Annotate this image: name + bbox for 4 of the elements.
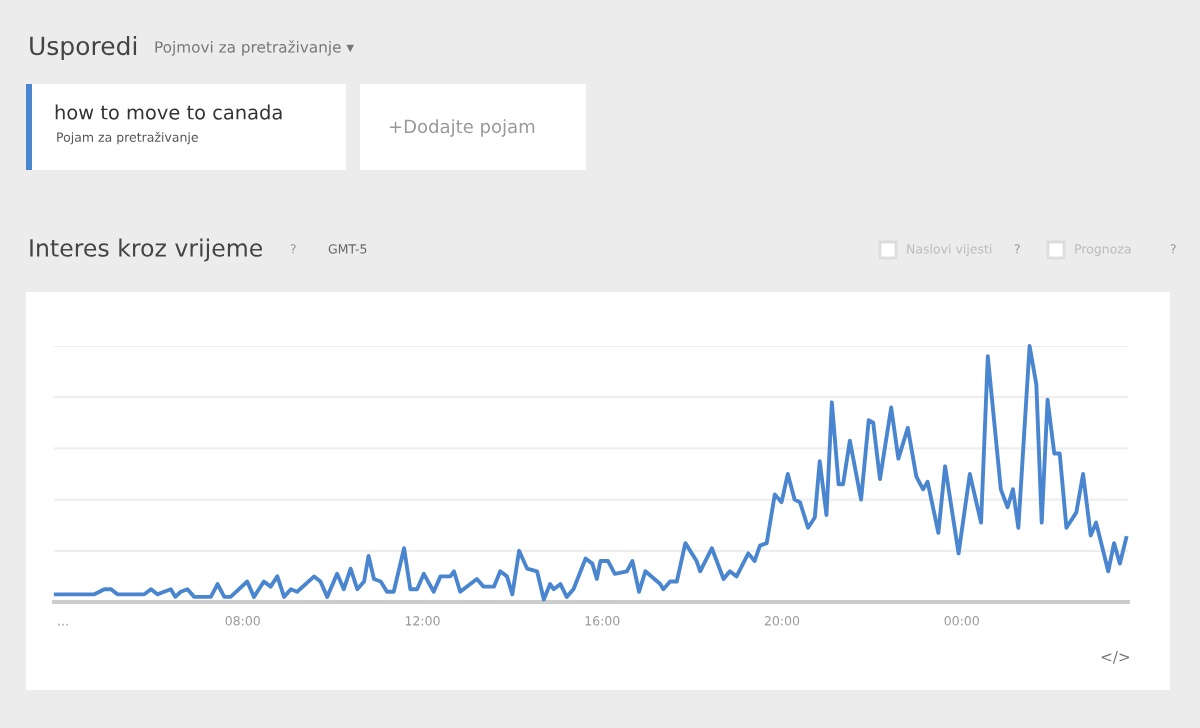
chart-title: Interes kroz vrijeme [30,238,263,262]
text: +Dodajte pojam [389,119,535,137]
text: how to move to canada [55,104,282,120]
text: Usporedi [30,35,137,61]
